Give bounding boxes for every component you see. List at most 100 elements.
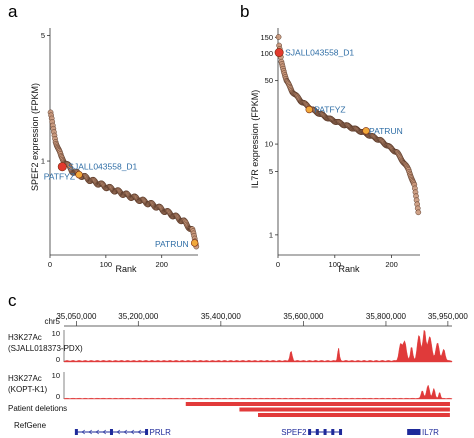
gene-exon [109, 429, 113, 435]
refgene-label: RefGene [14, 421, 47, 430]
coordinate-tick-label: 35,800,000 [366, 312, 407, 321]
a-x-tick-label: 200 [155, 260, 168, 269]
b-x-tick-label: 200 [385, 260, 398, 269]
panel-b-points [275, 34, 422, 216]
patient-deletion-bar [258, 413, 450, 417]
track-2-label-line-1: H3K27Ac [8, 374, 42, 383]
coordinate-tick-label: 35,400,000 [201, 312, 242, 321]
gene-strand-arrow [315, 429, 320, 435]
gene-strand-arrow [88, 429, 93, 435]
gene-exon [145, 429, 149, 435]
panel-a-scatter: SPEF2 expression (FPKM) Rank 0 100 200 1 5 S… [30, 28, 200, 274]
track-signal [63, 384, 453, 400]
track-scale-max: 10 [52, 329, 60, 338]
b-y-tick-label: 50 [265, 76, 273, 85]
gene-exon [308, 429, 312, 435]
panel-b-scatter: IL7R expression (FPKM) Rank 0 100 20015105… [250, 28, 422, 274]
chrom-label: chr5 [44, 317, 60, 326]
b-highlight-point [305, 105, 313, 114]
panel-letter-a: a [8, 2, 18, 21]
gene-strand-arrow [81, 429, 86, 435]
panel-a-points [47, 109, 200, 250]
b-data-point [275, 34, 282, 40]
gene-exon [74, 429, 78, 435]
coordinate-tick-label: 35,950,000 [428, 312, 469, 321]
panel-b-axes: 0 100 200 1 5 10 50 100 150 [260, 28, 420, 269]
a-callout-label: PATFYZ [44, 172, 75, 182]
track-1-label-line-2: (SJALL018373-PDX) [8, 344, 83, 353]
gene-exon [409, 429, 413, 435]
a-callout-label: SJALL043558_D1 [68, 162, 137, 172]
coordinate-tick-label: 35,600,000 [283, 312, 324, 321]
a-x-tick-label: 0 [48, 260, 52, 269]
panel-letter-c: c [8, 291, 17, 310]
panel-a-x-axis-label: Rank [115, 264, 137, 274]
track-scale-min: 0 [56, 355, 60, 364]
coordinate-tick-label: 35,050,000 [56, 312, 97, 321]
b-y-tick-label: 100 [260, 49, 273, 58]
b-y-tick-label: 5 [269, 167, 273, 176]
gene-name-label: PRLR [150, 428, 172, 437]
gene-strand-arrow [137, 429, 142, 435]
b-y-tick-label: 1 [269, 230, 273, 239]
gene-strand-arrow [331, 429, 335, 435]
coordinate-ruler: 35,050,000 35,200,000 35,400,000 35,600,000… [56, 312, 469, 327]
b-callout-label: SJALL043558_D1 [285, 48, 354, 58]
panel-a-axes: 0 100 200 1 5 [41, 28, 198, 269]
gene-strand-arrow [123, 429, 128, 435]
track-signal [63, 329, 453, 363]
b-y-tick-label: 150 [260, 33, 273, 42]
gene-strand-arrow [412, 429, 416, 435]
gene-name-label: IL7R [422, 428, 439, 437]
h3k27ac-pdx-track: 10 0 [52, 329, 453, 364]
b-data-point [415, 209, 422, 216]
a-callout-label: PATRUN [155, 239, 189, 249]
track-scale-min: 0 [56, 392, 60, 401]
b-y-tick-label: 10 [265, 140, 273, 149]
b-highlight-point [362, 127, 370, 135]
gene-exon [331, 429, 335, 435]
gene-exon [407, 429, 411, 435]
b-highlight-point [274, 48, 284, 58]
a-highlight-point [75, 170, 83, 179]
gene-exon [339, 429, 343, 435]
patient-deletions-track [185, 402, 450, 417]
gene-strand-arrow [130, 429, 135, 435]
panel-c-genome-browser: chr5 35,050,000 35,200,000 35,400,000 35,60… [8, 312, 468, 437]
gene-name-label: SPEF2 [281, 428, 307, 437]
gene-strand-arrow [323, 429, 328, 435]
gene-exon [412, 429, 416, 435]
coordinate-tick-label: 35,200,000 [118, 312, 159, 321]
patient-deletions-label: Patient deletions [8, 404, 67, 413]
a-x-tick-label: 100 [100, 260, 113, 269]
b-x-tick-label: 0 [276, 260, 280, 269]
gene-exon [323, 429, 327, 435]
gene-strand-arrow [116, 429, 121, 435]
a-highlight-point [190, 239, 199, 247]
panel-letter-b: b [240, 2, 249, 21]
gene-strand-arrow [95, 429, 100, 435]
track-2-label-line-2: (KOPT-K1) [8, 385, 47, 394]
track-scale-max: 10 [52, 371, 60, 380]
patient-deletion-bar [239, 407, 450, 412]
gene-exon [315, 429, 319, 435]
gene-strand-arrow [102, 429, 107, 435]
gene-exon [417, 429, 421, 435]
a-y-tick-label: 1 [41, 157, 45, 166]
panel-b-y-axis-label: IL7R expression (FPKM) [250, 90, 260, 189]
b-x-tick-label: 100 [329, 260, 342, 269]
b-callout-label: PATRUN [369, 126, 403, 136]
h3k27ac-koptk1-track: 10 0 [52, 371, 453, 401]
a-y-tick-label: 5 [41, 31, 45, 40]
panel-b-x-axis-label: Rank [338, 264, 360, 274]
refgene-track: PRLR SPEF2 IL7R [74, 428, 439, 437]
track-1-label-line-1: H3K27Ac [8, 333, 42, 342]
panel-b-callouts: SJALL043558_D1 PATFYZ PATRUN [274, 48, 403, 136]
gene-exon [414, 429, 418, 435]
b-callout-label: PATFYZ [314, 105, 345, 115]
gene-strand-arrow [109, 429, 114, 435]
panel-a-y-axis-label: SPEF2 expression (FPKM) [30, 83, 40, 191]
a-highlight-point [57, 162, 67, 172]
